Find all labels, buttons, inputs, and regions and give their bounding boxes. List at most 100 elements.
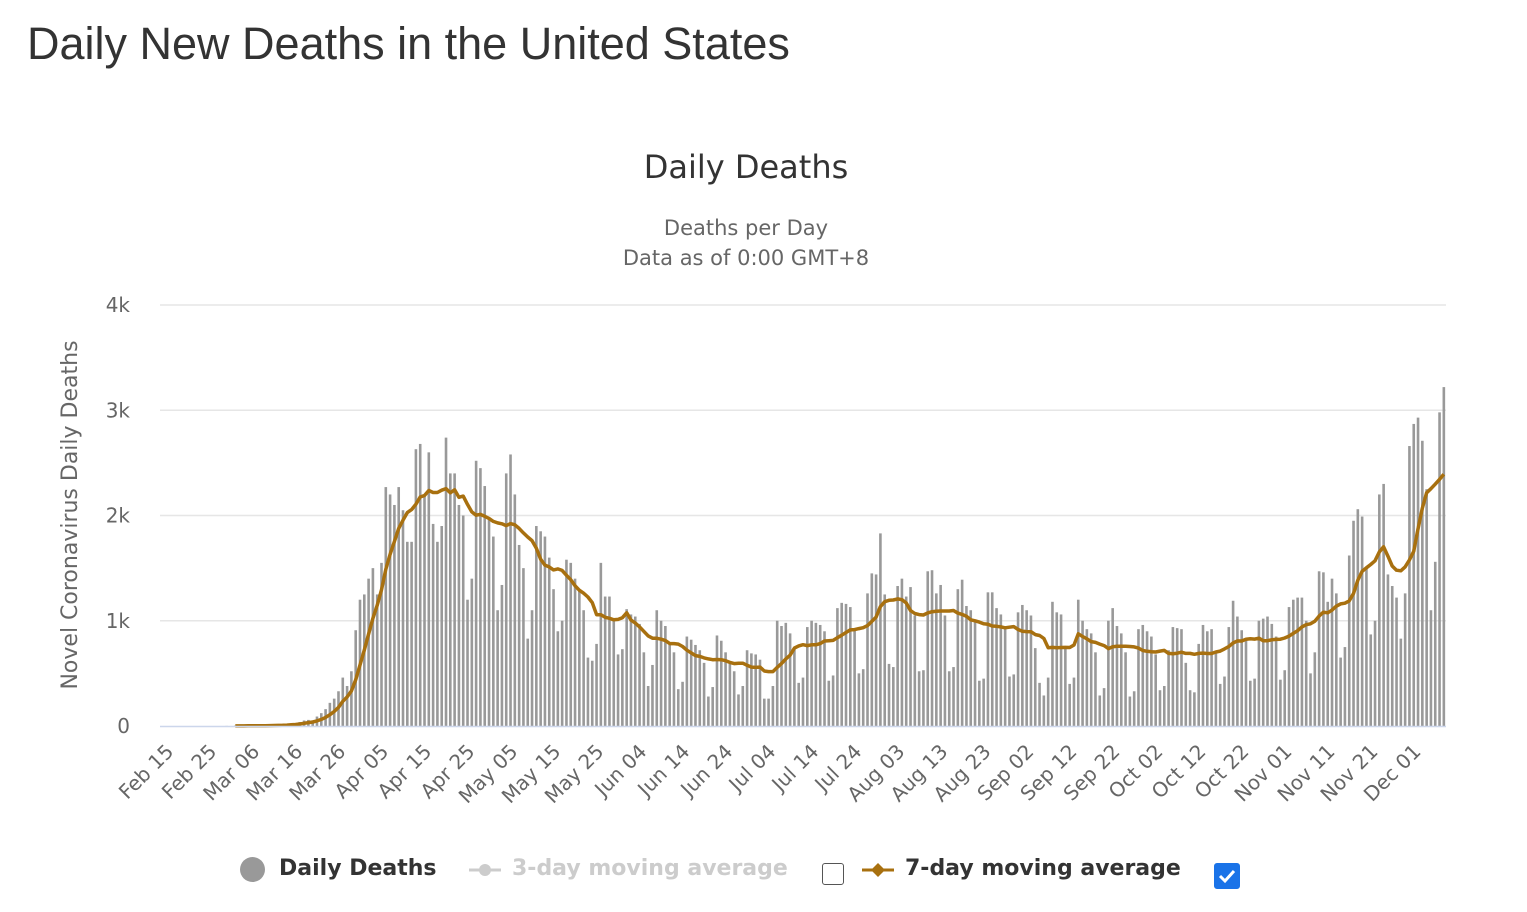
- bar-daily-deaths[interactable]: [1158, 690, 1162, 726]
- bar-daily-deaths[interactable]: [1300, 597, 1304, 726]
- bar-daily-deaths[interactable]: [633, 616, 637, 726]
- bar-daily-deaths[interactable]: [1218, 683, 1222, 726]
- bar-daily-deaths[interactable]: [552, 589, 555, 726]
- bar-daily-deaths[interactable]: [427, 452, 431, 726]
- bar-daily-deaths[interactable]: [629, 614, 633, 726]
- bar-daily-deaths[interactable]: [375, 594, 379, 726]
- bar-daily-deaths[interactable]: [1356, 509, 1360, 726]
- bar-daily-deaths[interactable]: [780, 626, 783, 726]
- bar-daily-deaths[interactable]: [410, 541, 413, 726]
- bar-daily-deaths[interactable]: [1162, 686, 1166, 726]
- bar-daily-deaths[interactable]: [1335, 593, 1338, 726]
- legend-daily-deaths[interactable]: Daily Deaths: [279, 856, 437, 881]
- bar-daily-deaths[interactable]: [896, 586, 899, 726]
- bar-daily-deaths[interactable]: [758, 659, 762, 726]
- bar-daily-deaths[interactable]: [702, 662, 706, 726]
- bar-daily-deaths[interactable]: [1214, 652, 1218, 726]
- bar-daily-deaths[interactable]: [676, 689, 680, 726]
- bar-daily-deaths[interactable]: [535, 526, 538, 726]
- bar-daily-deaths[interactable]: [664, 626, 667, 726]
- bar-daily-deaths[interactable]: [1403, 593, 1407, 726]
- bar-daily-deaths[interactable]: [517, 544, 521, 726]
- bar-daily-deaths[interactable]: [1167, 650, 1170, 726]
- bar-daily-deaths[interactable]: [947, 671, 951, 726]
- bar-daily-deaths[interactable]: [1115, 626, 1119, 726]
- bar-daily-deaths[interactable]: [492, 536, 495, 726]
- bar-daily-deaths[interactable]: [1408, 446, 1411, 726]
- bar-daily-deaths[interactable]: [1180, 629, 1183, 726]
- bar-daily-deaths[interactable]: [969, 610, 973, 726]
- daily-deaths-legend-marker[interactable]: [240, 857, 265, 882]
- bar-daily-deaths[interactable]: [1330, 578, 1334, 726]
- bar-daily-deaths[interactable]: [466, 599, 469, 726]
- bar-daily-deaths[interactable]: [1016, 612, 1020, 726]
- bar-daily-deaths[interactable]: [909, 587, 912, 726]
- bar-daily-deaths[interactable]: [707, 696, 710, 726]
- bar-daily-deaths[interactable]: [956, 589, 960, 726]
- bar-daily-deaths[interactable]: [599, 562, 603, 726]
- bar-daily-deaths[interactable]: [401, 510, 405, 726]
- bar-daily-deaths[interactable]: [990, 592, 994, 726]
- bar-daily-deaths[interactable]: [685, 636, 689, 726]
- bar-daily-deaths[interactable]: [380, 562, 383, 726]
- bar-daily-deaths[interactable]: [414, 449, 418, 726]
- bar-daily-deaths[interactable]: [917, 671, 921, 726]
- bar-daily-deaths[interactable]: [857, 673, 861, 726]
- bar-daily-deaths[interactable]: [479, 468, 482, 726]
- bar-daily-deaths[interactable]: [612, 620, 616, 726]
- bar-daily-deaths[interactable]: [573, 578, 577, 726]
- bar-daily-deaths[interactable]: [973, 621, 977, 726]
- bar-daily-deaths[interactable]: [582, 610, 585, 726]
- bar-daily-deaths[interactable]: [616, 654, 620, 726]
- bar-daily-deaths[interactable]: [1188, 690, 1192, 726]
- bar-daily-deaths[interactable]: [754, 654, 757, 726]
- bar-daily-deaths[interactable]: [1369, 634, 1373, 726]
- bar-daily-deaths[interactable]: [866, 593, 869, 726]
- bar-daily-deaths[interactable]: [982, 678, 985, 726]
- bar-daily-deaths[interactable]: [388, 494, 392, 726]
- bar-daily-deaths[interactable]: [1205, 631, 1209, 726]
- bar-daily-deaths[interactable]: [1003, 628, 1007, 726]
- bar-daily-deaths[interactable]: [453, 473, 456, 726]
- bar-daily-deaths[interactable]: [1231, 600, 1235, 726]
- bar-daily-deaths[interactable]: [547, 557, 551, 726]
- bar-daily-deaths[interactable]: [457, 504, 461, 726]
- ma3-checkbox[interactable]: [822, 863, 844, 885]
- bar-daily-deaths[interactable]: [522, 568, 525, 726]
- bar-daily-deaths[interactable]: [578, 589, 581, 726]
- bar-daily-deaths[interactable]: [1438, 412, 1441, 726]
- bar-daily-deaths[interactable]: [689, 639, 693, 726]
- bar-daily-deaths[interactable]: [965, 606, 968, 726]
- bar-daily-deaths[interactable]: [844, 603, 848, 726]
- bar-daily-deaths[interactable]: [1412, 423, 1416, 726]
- bar-daily-deaths[interactable]: [801, 677, 805, 726]
- bar-daily-deaths[interactable]: [1008, 676, 1011, 726]
- bar-daily-deaths[interactable]: [1270, 623, 1274, 726]
- bar-daily-deaths[interactable]: [711, 687, 714, 726]
- bar-daily-deaths[interactable]: [1128, 696, 1132, 726]
- bar-daily-deaths[interactable]: [362, 594, 366, 726]
- bar-daily-deaths[interactable]: [784, 622, 788, 726]
- bar-daily-deaths[interactable]: [1021, 604, 1024, 726]
- bar-daily-deaths[interactable]: [861, 669, 865, 726]
- bar-daily-deaths[interactable]: [500, 584, 504, 726]
- bar-daily-deaths[interactable]: [625, 609, 628, 726]
- bar-daily-deaths[interactable]: [496, 610, 499, 726]
- bar-daily-deaths[interactable]: [608, 596, 611, 726]
- bar-daily-deaths[interactable]: [487, 519, 491, 726]
- bar-daily-deaths[interactable]: [483, 486, 487, 726]
- bar-daily-deaths[interactable]: [565, 559, 568, 726]
- bar-daily-deaths[interactable]: [1425, 489, 1428, 726]
- bar-daily-deaths[interactable]: [603, 596, 607, 726]
- bar-daily-deaths[interactable]: [1107, 620, 1110, 726]
- bar-daily-deaths[interactable]: [513, 494, 517, 726]
- bar-daily-deaths[interactable]: [745, 650, 749, 726]
- bar-daily-deaths[interactable]: [1253, 678, 1256, 726]
- bar-daily-deaths[interactable]: [1287, 607, 1291, 726]
- bar-daily-deaths[interactable]: [590, 660, 594, 726]
- bar-daily-deaths[interactable]: [900, 578, 904, 726]
- bar-daily-deaths[interactable]: [642, 652, 646, 726]
- bar-daily-deaths[interactable]: [1390, 586, 1394, 726]
- bar-daily-deaths[interactable]: [1193, 692, 1196, 726]
- bar-daily-deaths[interactable]: [1433, 561, 1437, 726]
